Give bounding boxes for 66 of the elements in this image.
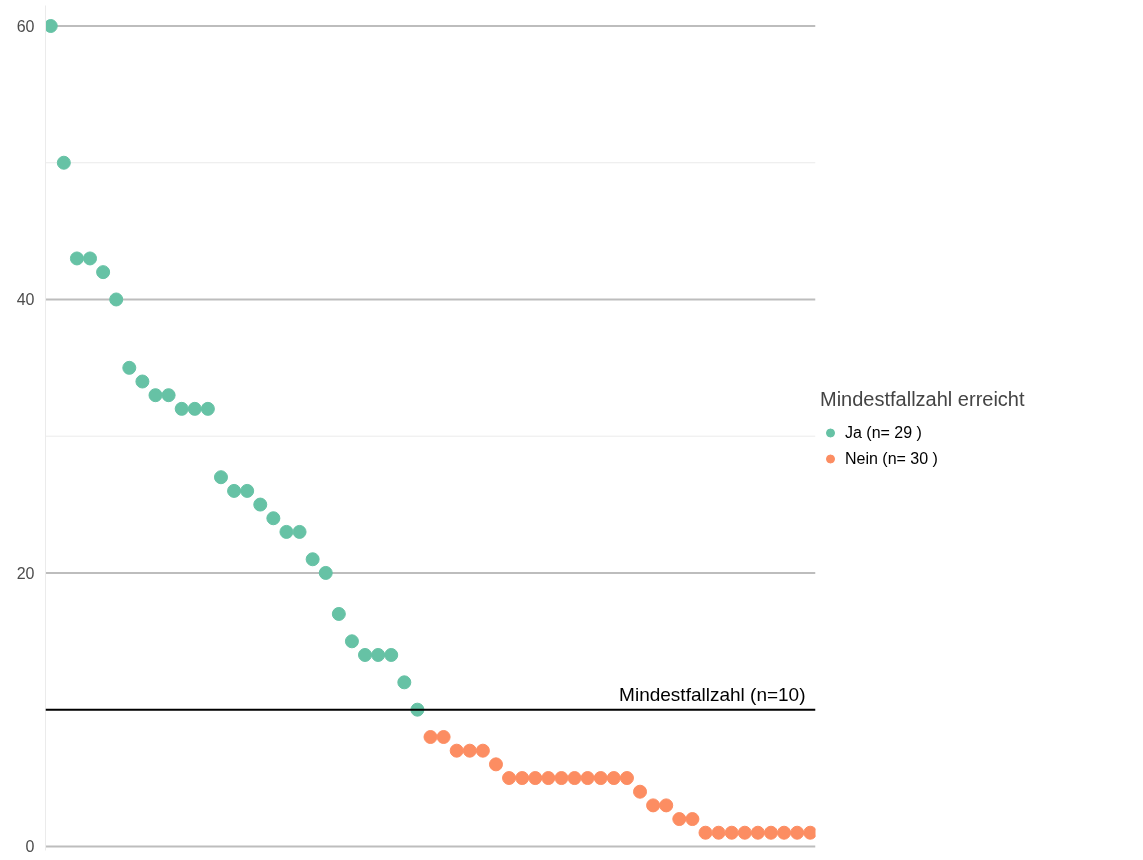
- point: [200, 401, 215, 416]
- point: [305, 552, 320, 567]
- point: [475, 743, 490, 758]
- y-tick-label: 20: [16, 564, 35, 582]
- point: [711, 825, 726, 840]
- point: [580, 771, 595, 786]
- point: [750, 825, 765, 840]
- point: [161, 388, 176, 403]
- point: [358, 647, 373, 662]
- point: [633, 784, 648, 799]
- point: [777, 825, 792, 840]
- point: [488, 757, 503, 772]
- point: [83, 251, 98, 266]
- y-tick-label: 40: [16, 291, 35, 309]
- point: [619, 771, 634, 786]
- point: [541, 771, 556, 786]
- point: [790, 825, 805, 840]
- point: [253, 497, 268, 512]
- point: [56, 155, 71, 170]
- point: [384, 647, 399, 662]
- point: [502, 771, 517, 786]
- point: [449, 743, 464, 758]
- point: [344, 634, 359, 649]
- point: [436, 730, 451, 744]
- point: [240, 483, 255, 498]
- point: [672, 812, 687, 827]
- point: [462, 743, 477, 758]
- point: [187, 401, 202, 416]
- point: [737, 825, 752, 840]
- point: [69, 251, 84, 266]
- point: [45, 19, 58, 33]
- point: [318, 565, 333, 580]
- legend-title: Mindestfallzahl erreicht: [820, 387, 1025, 410]
- point: [763, 825, 778, 840]
- y-tick-label: 0: [25, 838, 35, 856]
- ref-line-label: Mindestfallzahl (n=10): [619, 683, 806, 705]
- point: [724, 825, 739, 840]
- point: [423, 730, 438, 744]
- y-tick-label: 60: [16, 18, 35, 36]
- point: [659, 798, 674, 813]
- point: [515, 771, 530, 786]
- point: [528, 771, 543, 786]
- point: [266, 511, 281, 526]
- point: [148, 388, 163, 403]
- point: [685, 812, 700, 827]
- point: [593, 771, 608, 786]
- point: [698, 825, 713, 840]
- point: [174, 401, 189, 416]
- point: [397, 675, 412, 690]
- point: [109, 292, 124, 307]
- point: [646, 798, 661, 813]
- point: [135, 374, 150, 389]
- point: [227, 483, 242, 498]
- point: [96, 265, 111, 280]
- point: [331, 606, 346, 621]
- point: [371, 647, 386, 662]
- point: [567, 771, 582, 786]
- point: [279, 524, 294, 539]
- point: [803, 825, 816, 840]
- point: [122, 360, 137, 375]
- legend-label: Ja (n= 29 ): [845, 423, 922, 441]
- point: [213, 470, 228, 485]
- point: [606, 771, 621, 786]
- legend-label: Nein (n= 30 ): [845, 449, 938, 467]
- point: [292, 524, 307, 539]
- point: [554, 771, 569, 786]
